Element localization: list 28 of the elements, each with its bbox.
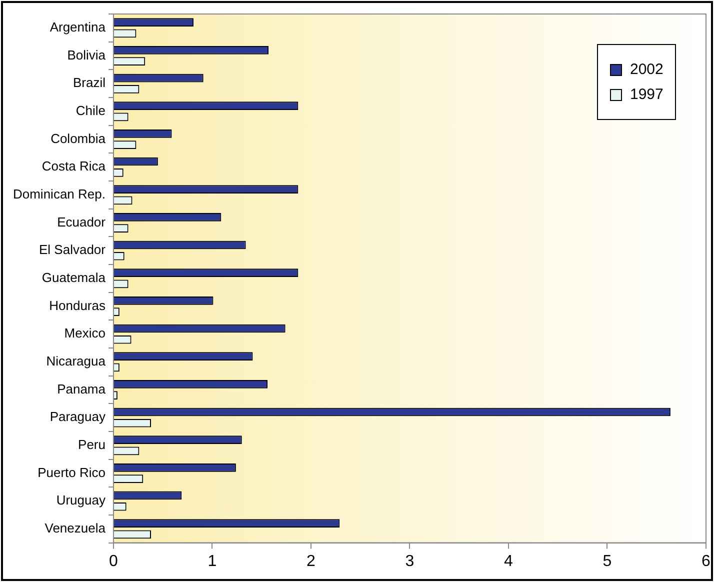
x-tick-label: 4 xyxy=(504,552,514,570)
x-tick-label: 6 xyxy=(702,552,711,570)
y-tick-label: Argentina xyxy=(50,19,106,34)
y-tick-label: Chile xyxy=(76,102,106,118)
y-tick-label: Guatemala xyxy=(42,270,106,285)
y-tick-label: Panama xyxy=(57,381,106,396)
y-tick-label: Brazil xyxy=(72,75,106,90)
y-tick-label: Peru xyxy=(78,436,106,452)
y-tick-label: Honduras xyxy=(49,298,106,313)
y-tick-label: Paraguay xyxy=(50,409,106,424)
y-tick-label: Uruguay xyxy=(56,492,106,508)
text: 2002 xyxy=(630,61,664,78)
y-tick-label: Costa Rica xyxy=(42,158,106,174)
legend-label: 1997 xyxy=(630,86,664,103)
x-tick-label: 0 xyxy=(109,552,118,570)
x-tick-label: 1 xyxy=(208,552,217,570)
y-tick-label: Bolivia xyxy=(67,47,106,62)
x-tick-label: 5 xyxy=(602,552,612,570)
x-tick-label: 3 xyxy=(405,552,414,570)
y-tick-label: Nicaragua xyxy=(46,353,106,368)
y-tick-label: Mexico xyxy=(64,326,106,341)
y-tick-label: Colombia xyxy=(50,130,106,146)
x-tick-label: 2 xyxy=(306,552,316,570)
y-tick-label: Ecuador xyxy=(57,214,106,230)
y-tick-label: El Salvador xyxy=(39,242,106,258)
y-tick-label: Venezuela xyxy=(44,520,106,536)
y-tick-label: Puerto Rico xyxy=(38,464,106,480)
y-tick-label: Dominican Rep. xyxy=(12,186,106,202)
